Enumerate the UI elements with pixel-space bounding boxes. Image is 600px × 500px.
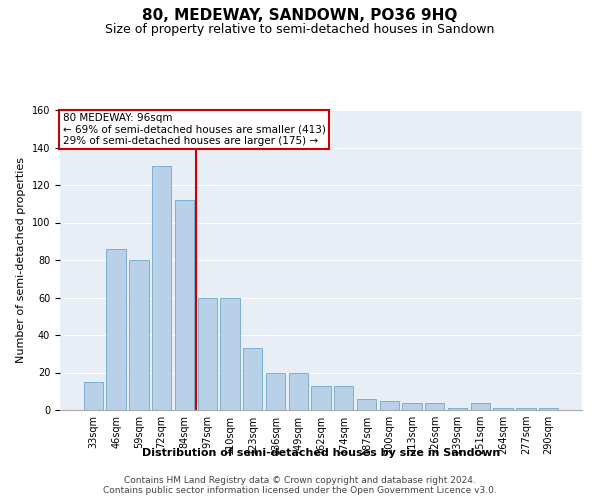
Text: Distribution of semi-detached houses by size in Sandown: Distribution of semi-detached houses by … <box>142 448 500 458</box>
Bar <box>311 386 331 410</box>
Bar <box>266 372 285 410</box>
Bar <box>152 166 172 410</box>
Y-axis label: Number of semi-detached properties: Number of semi-detached properties <box>16 157 26 363</box>
Text: 80, MEDEWAY, SANDOWN, PO36 9HQ: 80, MEDEWAY, SANDOWN, PO36 9HQ <box>142 8 458 22</box>
Bar <box>106 248 126 410</box>
Bar <box>470 402 490 410</box>
Bar <box>448 408 467 410</box>
Bar <box>516 408 536 410</box>
Bar <box>334 386 353 410</box>
Bar <box>357 399 376 410</box>
Bar <box>403 402 422 410</box>
Bar <box>289 372 308 410</box>
Bar <box>380 400 399 410</box>
Bar <box>197 298 217 410</box>
Bar <box>175 200 194 410</box>
Bar <box>220 298 239 410</box>
Text: 80 MEDEWAY: 96sqm
← 69% of semi-detached houses are smaller (413)
29% of semi-de: 80 MEDEWAY: 96sqm ← 69% of semi-detached… <box>62 113 325 146</box>
Text: Size of property relative to semi-detached houses in Sandown: Size of property relative to semi-detach… <box>106 22 494 36</box>
Text: Contains HM Land Registry data © Crown copyright and database right 2024.
Contai: Contains HM Land Registry data © Crown c… <box>103 476 497 495</box>
Bar <box>129 260 149 410</box>
Bar <box>84 382 103 410</box>
Bar <box>425 402 445 410</box>
Bar <box>243 348 262 410</box>
Bar <box>539 408 558 410</box>
Bar <box>493 408 513 410</box>
